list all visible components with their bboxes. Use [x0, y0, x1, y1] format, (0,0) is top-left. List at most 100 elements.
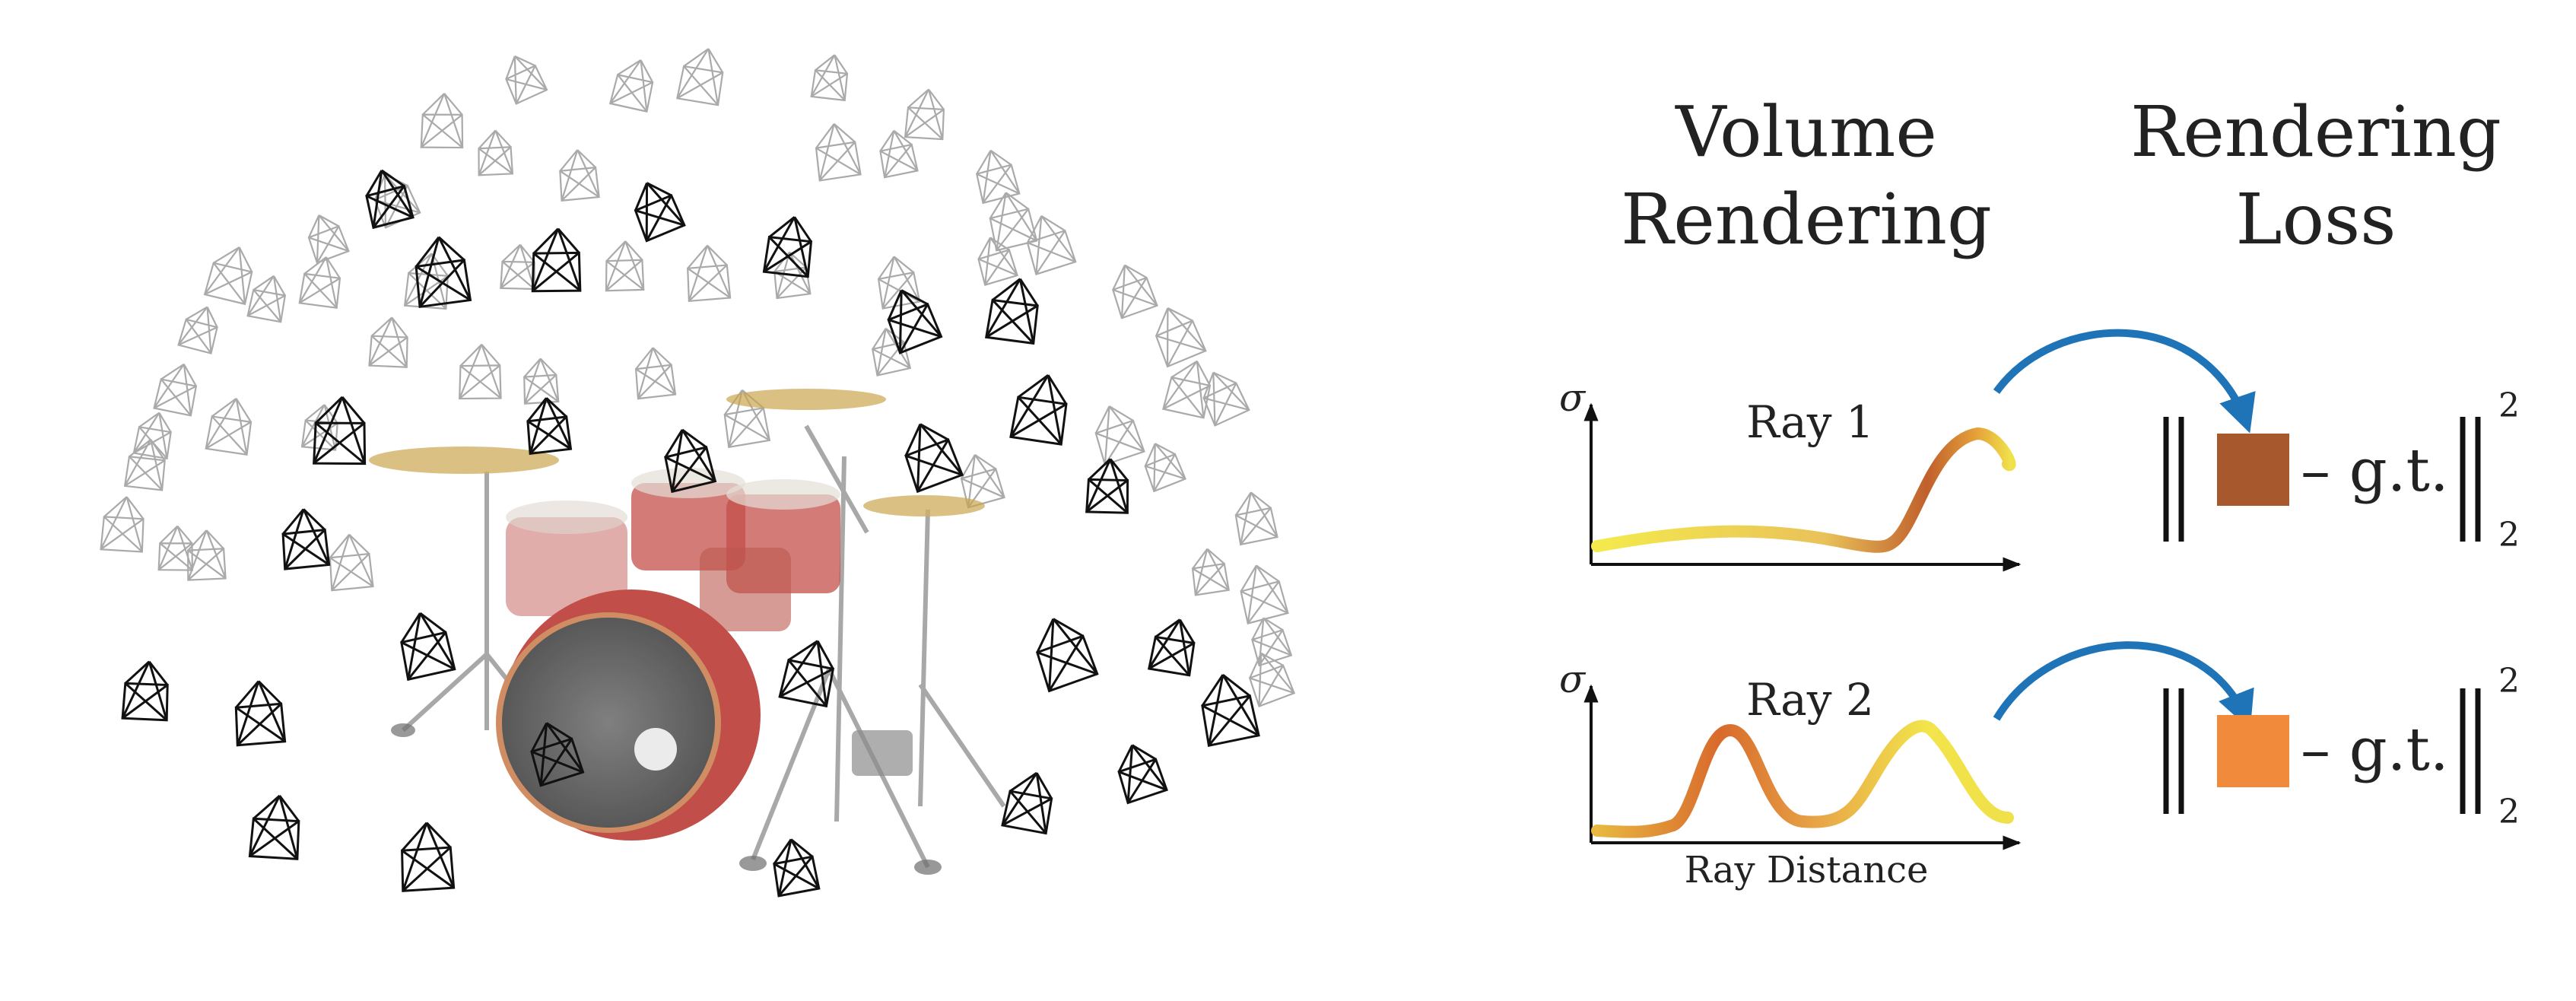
camera-ring — [100, 48, 1296, 707]
ray2-exponent: 2 — [2498, 662, 2520, 701]
camera-frustum-icon — [634, 347, 677, 400]
volume-rendering-heading-1: Volume — [1675, 91, 1937, 173]
camera-frustum-icon — [778, 640, 835, 708]
rendering-loss-heading-1: Rendering — [2130, 91, 2501, 173]
ray1-gt-label: – g.t. — [2301, 437, 2449, 505]
camera-frustum-icon — [1111, 264, 1158, 319]
drum-scene — [100, 48, 1296, 898]
camera-frustum-icon — [687, 244, 732, 302]
camera-frustum-icon — [879, 129, 919, 179]
x-axis-label: Ray Distance — [1685, 849, 1929, 891]
camera-frustum-icon — [1162, 360, 1212, 419]
camera-frustum-icon — [100, 496, 145, 553]
cymbal-left — [369, 446, 559, 474]
camera-frustum-icon — [634, 182, 686, 243]
ray1-exponent: 2 — [2498, 386, 2520, 425]
camera-frustum-icon — [676, 48, 724, 106]
camera-frustum-icon — [530, 722, 585, 787]
camera-frustum-icon — [368, 316, 408, 368]
rendering-loss-heading-2: Loss — [2236, 179, 2397, 260]
camera-frustum-icon — [762, 216, 813, 278]
ray1-loss: – g.t. 2 2 — [2163, 386, 2520, 555]
camera-frustum-icon — [400, 612, 456, 682]
camera-frustum-icon — [248, 794, 300, 860]
ray2-loss: – g.t. 2 2 — [2163, 662, 2520, 831]
ray2-label: Ray 2 — [1746, 674, 1874, 726]
camera-frustum-icon — [1035, 618, 1099, 693]
camera-frustum-icon — [1144, 443, 1186, 493]
ray1-subscript: 2 — [2498, 516, 2520, 555]
camera-frustum-icon — [234, 680, 287, 747]
camera-frustum-icon — [307, 214, 350, 265]
camera-frustum-icon — [1001, 771, 1053, 835]
ray2-gt-label: – g.t. — [2301, 716, 2449, 784]
camera-frustum-icon — [1085, 458, 1129, 514]
cymbal-top — [726, 389, 886, 410]
camera-frustum-icon — [810, 54, 849, 102]
ray2-density-curve — [1591, 720, 2014, 838]
camera-frustum-icon — [203, 246, 253, 306]
ray2-sigma-label: σ — [1559, 657, 1587, 701]
camera-frustum-icon — [505, 55, 548, 105]
ray2-plot: σ Ray 2 Ray Distance — [1559, 657, 2022, 891]
camera-frustum-icon — [531, 227, 582, 293]
camera-frustum-icon — [664, 428, 717, 494]
camera-frustum-icon — [904, 423, 964, 494]
camera-frustum-icon — [123, 439, 166, 491]
camera-frustum-icon — [1240, 564, 1289, 624]
camera-frustum-icon — [1009, 373, 1068, 446]
camera-frustum-icon — [415, 236, 472, 309]
camera-frustum-icon — [977, 237, 1018, 286]
camera-frustum-icon — [1147, 618, 1196, 677]
bass-drum — [496, 589, 761, 841]
ray2-arrow — [1993, 641, 2254, 730]
camera-frustum-icon — [1155, 307, 1207, 368]
camera-frustum-icon — [1201, 673, 1260, 747]
tom-drums — [506, 468, 840, 631]
camera-frustum-icon — [815, 122, 862, 182]
camera-frustum-icon — [975, 149, 1021, 205]
ray1-pixel-swatch — [2217, 434, 2289, 506]
camera-frustum-icon — [608, 59, 654, 113]
camera-frustum-icon — [1026, 214, 1077, 275]
camera-frustum-icon — [298, 256, 341, 309]
ray1-density-curve — [1591, 427, 2016, 553]
volume-rendering-heading-2: Rendering — [1621, 179, 1992, 260]
camera-frustum-icon — [605, 240, 645, 292]
camera-frustum-icon — [313, 396, 367, 466]
camera-frustum-icon — [523, 358, 560, 405]
ray2-subscript: 2 — [2498, 793, 2520, 831]
foreground-cameras — [121, 169, 1260, 898]
camera-frustum-icon — [478, 129, 514, 176]
camera-frustum-icon — [205, 398, 253, 456]
ray1-label: Ray 1 — [1746, 396, 1874, 448]
camera-frustum-icon — [177, 306, 218, 354]
cymbal-right — [863, 495, 985, 516]
camera-frustum-icon — [1094, 405, 1145, 466]
camera-frustum-icon — [246, 275, 287, 323]
drum-kit — [369, 389, 1006, 875]
camera-frustum-icon — [904, 88, 945, 141]
camera-frustum-icon — [773, 838, 821, 898]
camera-frustum-icon — [459, 344, 502, 400]
camera-frustum-icon — [329, 533, 374, 592]
camera-frustum-icon — [420, 93, 464, 149]
camera-frustum-icon — [877, 256, 921, 310]
ray1-arrow — [1993, 329, 2256, 434]
camera-frustum-icon — [401, 821, 456, 892]
camera-frustum-icon — [984, 278, 1039, 345]
camera-frustum-icon — [121, 660, 169, 722]
camera-frustum-icon — [281, 508, 331, 570]
camera-frustum-icon — [153, 363, 198, 417]
camera-frustum-icon — [1234, 491, 1278, 546]
ray2-pixel-swatch — [2217, 715, 2289, 787]
camera-frustum-icon — [526, 397, 573, 455]
camera-frustum-icon — [887, 289, 943, 354]
camera-frustum-icon — [559, 149, 600, 202]
ray1-plot: σ Ray 1 — [1559, 376, 2022, 572]
camera-frustum-icon — [132, 412, 172, 460]
camera-frustum-icon — [365, 169, 415, 230]
camera-frustum-icon — [1248, 652, 1296, 707]
camera-frustum-icon — [871, 327, 912, 377]
